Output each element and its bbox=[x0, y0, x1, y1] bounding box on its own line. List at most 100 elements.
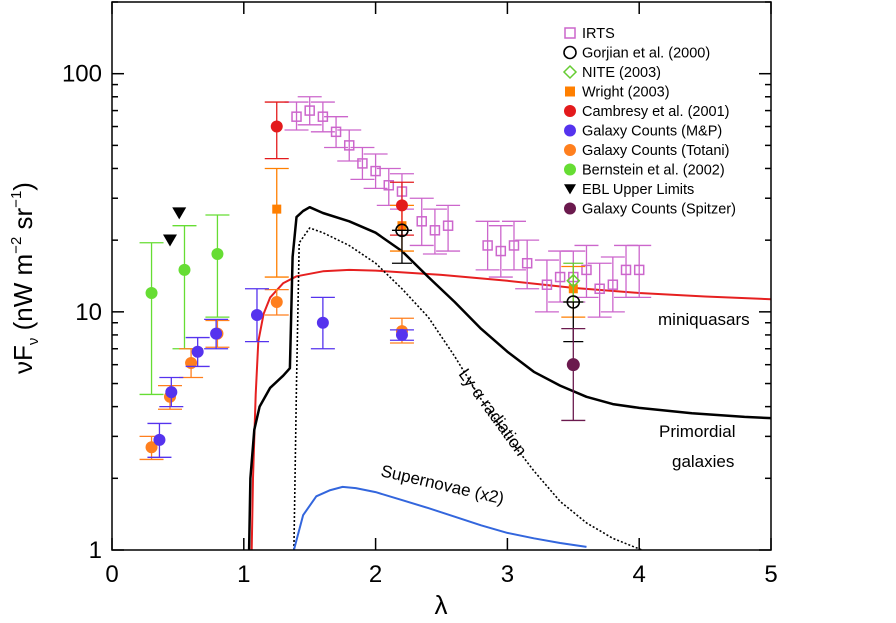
point-irts bbox=[495, 245, 507, 257]
y-label-sub: ν bbox=[25, 338, 42, 346]
point-wright bbox=[272, 204, 282, 214]
series-spitzer bbox=[561, 328, 586, 422]
legend-item: Galaxy Counts (M&P) bbox=[564, 124, 722, 140]
series-ebl bbox=[162, 207, 187, 247]
point-irts bbox=[554, 271, 566, 283]
curve-primordial bbox=[247, 205, 772, 551]
point-irts bbox=[508, 240, 520, 251]
point-irts bbox=[291, 111, 302, 122]
y-tick-label: 100 bbox=[62, 61, 102, 88]
legend-item: Cambresy et al. (2001) bbox=[564, 104, 729, 120]
legend-marker bbox=[564, 202, 576, 215]
point-bernstein bbox=[178, 263, 191, 276]
x-tick-label: 4 bbox=[633, 561, 646, 588]
legend-item: IRTS bbox=[564, 26, 615, 42]
legend-item: Bernstein et al. (2002) bbox=[564, 163, 725, 179]
annotation-galaxies: galaxies bbox=[672, 452, 734, 471]
x-tick-label: 2 bbox=[369, 561, 382, 588]
point-irts bbox=[370, 165, 381, 177]
series-totani bbox=[139, 288, 414, 461]
x-axis-label: λ bbox=[435, 590, 448, 620]
point-cambresy bbox=[270, 120, 283, 133]
point-bernstein bbox=[211, 247, 224, 260]
point-irts bbox=[383, 180, 395, 191]
legend-label: NITE (2003) bbox=[582, 65, 661, 81]
point-mp bbox=[210, 327, 223, 340]
legend-marker bbox=[563, 45, 577, 60]
legend-item: Wright (2003) bbox=[565, 85, 670, 101]
point-totani bbox=[145, 441, 158, 454]
legend-label: Galaxy Counts (M&P) bbox=[582, 124, 722, 140]
point-irts bbox=[343, 140, 355, 151]
point-ebl bbox=[162, 234, 177, 247]
series-gorjian bbox=[391, 223, 584, 343]
legend-marker bbox=[564, 27, 576, 39]
legend-marker bbox=[564, 184, 576, 195]
y-label-sr: sr bbox=[8, 207, 38, 236]
point-nite bbox=[566, 273, 581, 288]
point-irts bbox=[416, 216, 427, 227]
legend-marker bbox=[562, 64, 578, 80]
legend-label: Cambresy et al. (2001) bbox=[582, 104, 729, 120]
plot-frame bbox=[111, 1, 772, 551]
point-irts bbox=[304, 105, 315, 116]
model-curves bbox=[247, 205, 772, 551]
annotation-primordial: Primordial bbox=[659, 422, 736, 441]
point-irts bbox=[620, 264, 632, 276]
x-tick-label: 3 bbox=[501, 561, 514, 588]
y-tick-label: 1 bbox=[89, 537, 102, 564]
data-points bbox=[139, 96, 652, 461]
legend-label: Gorjian et al. (2000) bbox=[582, 46, 710, 62]
annotation-miniquasars: miniquasars bbox=[658, 310, 750, 329]
point-mp bbox=[153, 433, 166, 446]
legend-label: Bernstein et al. (2002) bbox=[582, 163, 725, 179]
y-label-sup2: −1 bbox=[8, 191, 25, 208]
point-totani bbox=[185, 356, 198, 369]
point-irts bbox=[429, 225, 441, 236]
legend: IRTS Gorjian et al. (2000) NITE (2003) Wrig… bbox=[562, 26, 736, 218]
point-irts bbox=[541, 279, 553, 290]
legend-label: IRTS bbox=[582, 26, 615, 42]
legend-marker bbox=[564, 163, 576, 176]
legend-marker bbox=[564, 144, 576, 156]
series-wright bbox=[264, 167, 586, 318]
y-label-unit: (nW m bbox=[8, 254, 38, 338]
legend-label: EBL Upper Limits bbox=[582, 182, 694, 198]
curve-supernovae bbox=[292, 485, 587, 551]
point-gorjian bbox=[566, 295, 581, 309]
point-irts bbox=[442, 220, 454, 231]
point-irts bbox=[607, 279, 619, 290]
y-label-close: ) bbox=[8, 182, 38, 191]
legend-label: Galaxy Counts (Spitzer) bbox=[582, 202, 736, 218]
point-gorjian bbox=[395, 223, 409, 238]
point-spitzer bbox=[566, 358, 580, 372]
annotation-supernovae: Supernovae (x2) bbox=[379, 461, 506, 508]
point-mp bbox=[316, 316, 329, 329]
point-irts bbox=[521, 257, 533, 269]
annotation-lya: Ly-α radiation bbox=[455, 365, 531, 459]
y-tick-label: 10 bbox=[75, 299, 102, 326]
point-irts bbox=[581, 264, 592, 276]
point-mp bbox=[165, 386, 178, 399]
series-bernstein bbox=[139, 214, 230, 396]
point-irts bbox=[482, 240, 493, 251]
legend-item: Galaxy Counts (Spitzer) bbox=[564, 202, 736, 218]
point-irts bbox=[357, 158, 368, 169]
legend-marker bbox=[564, 105, 576, 117]
legend-label: Wright (2003) bbox=[582, 85, 670, 101]
series-mp bbox=[147, 288, 414, 458]
y-axis-label: νFν (nW m−2 sr−1) bbox=[8, 182, 42, 374]
point-irts bbox=[330, 126, 342, 138]
x-tick-label: 1 bbox=[237, 561, 250, 588]
point-mp bbox=[250, 308, 263, 321]
x-tick-label: 0 bbox=[105, 561, 118, 588]
point-mp bbox=[191, 345, 204, 358]
series-irts bbox=[284, 96, 652, 318]
y-label-sup1: −2 bbox=[8, 237, 25, 254]
legend-marker bbox=[564, 124, 576, 137]
point-irts bbox=[594, 283, 605, 295]
point-totani bbox=[270, 295, 283, 308]
x-tick-label: 5 bbox=[764, 561, 777, 588]
